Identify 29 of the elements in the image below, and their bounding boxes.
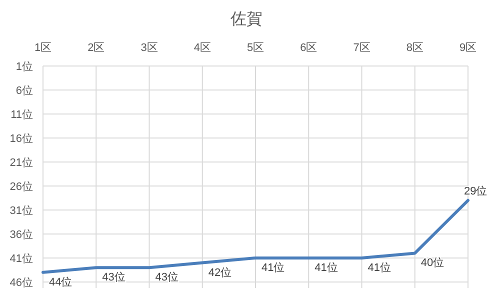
data-label: 40位 — [420, 257, 444, 270]
data-label: 43位 — [155, 272, 178, 284]
y-tick-label: 36位 — [10, 228, 33, 241]
y-tick-label: 46位 — [10, 276, 33, 289]
y-tick-label: 21位 — [10, 156, 33, 169]
data-label: 44位 — [49, 276, 72, 288]
data-label: 43位 — [102, 272, 126, 284]
x-tick-label: 5区 — [246, 42, 264, 54]
y-tick-label: 31位 — [10, 204, 33, 217]
x-tick-label: 1区 — [34, 42, 52, 54]
x-tick-label: 3区 — [140, 42, 158, 54]
y-tick-label: 6位 — [16, 84, 33, 97]
y-tick-label: 26位 — [10, 180, 33, 193]
y-tick-label: 16位 — [10, 132, 33, 145]
x-tick-label: 2区 — [88, 42, 105, 54]
y-tick-label: 1位 — [16, 60, 33, 73]
x-tick-label: 8区 — [406, 42, 424, 54]
chart-title: 佐賀 — [230, 11, 262, 28]
data-label: 42位 — [208, 266, 232, 279]
x-tick-label: 6区 — [300, 42, 318, 54]
data-label: 41位 — [262, 262, 285, 274]
x-tick-label: 4区 — [194, 42, 211, 54]
data-label: 29位 — [464, 185, 488, 198]
x-tick-label: 7区 — [353, 42, 370, 54]
x-tick-label: 9区 — [459, 42, 477, 54]
y-tick-label: 11位 — [10, 108, 33, 121]
data-label: 41位 — [368, 262, 391, 274]
y-tick-label: 41位 — [10, 252, 33, 265]
data-label: 41位 — [314, 262, 338, 274]
